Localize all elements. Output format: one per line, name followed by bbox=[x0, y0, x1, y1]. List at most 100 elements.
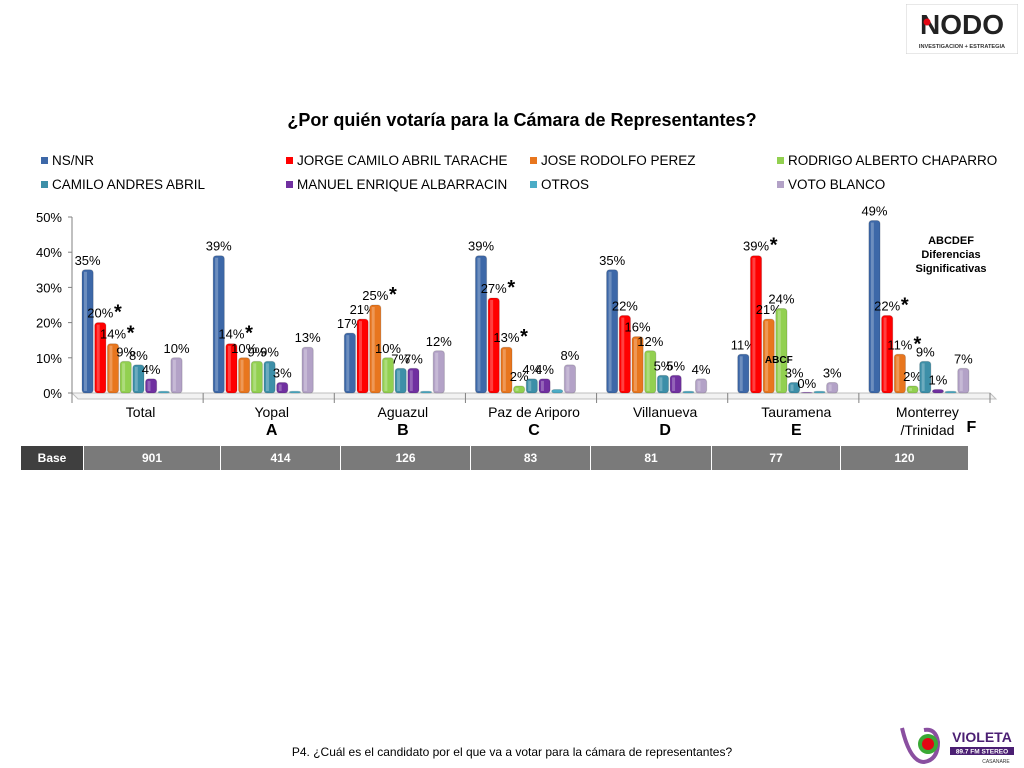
data-label: 4% bbox=[692, 362, 711, 377]
category-code: A bbox=[266, 422, 278, 439]
bar-camilo-andres-abril-total bbox=[132, 364, 145, 394]
bar-rodrigo-alberto-chaparro-yopal bbox=[250, 360, 263, 394]
bar-ns-nr-aguazul bbox=[343, 332, 356, 394]
bar-highlight bbox=[253, 363, 257, 391]
data-label: 8% bbox=[129, 348, 148, 363]
bar-highlight bbox=[515, 387, 519, 391]
bar-highlight bbox=[633, 338, 637, 391]
base-value-aguazul: 126 bbox=[340, 446, 471, 470]
bar-rodrigo-alberto-chaparro-monterrey-trinidad bbox=[906, 385, 919, 394]
significance-asterisk: * bbox=[114, 302, 122, 324]
significance-asterisk: * bbox=[507, 277, 515, 299]
bar-highlight bbox=[84, 271, 87, 391]
data-label: 3% bbox=[785, 365, 804, 380]
bar-jose-rodolfo-perez-aguazul bbox=[369, 304, 382, 394]
base-value-monterrey-trinidad: 120 bbox=[840, 446, 969, 470]
category-code: D bbox=[659, 422, 671, 439]
bar-highlight bbox=[777, 310, 781, 391]
bar-jose-rodolfo-perez-villanueva bbox=[631, 336, 644, 394]
significance-asterisk: * bbox=[127, 323, 135, 345]
bar-highlight bbox=[528, 380, 532, 391]
bar-jorge-camilo-abril-tarache-monterrey-trinidad bbox=[881, 315, 894, 394]
bar-highlight bbox=[371, 307, 375, 391]
category-label: Tauramena bbox=[761, 404, 831, 420]
base-value-villanueva: 81 bbox=[590, 446, 712, 470]
bar-highlight bbox=[502, 349, 506, 391]
data-label: 20% bbox=[87, 306, 113, 321]
bar-highlight bbox=[147, 380, 151, 391]
base-row: Base 901 414 126 83 81 77 120 bbox=[21, 446, 969, 470]
data-label: 7% bbox=[404, 351, 423, 366]
y-tick-label: 30% bbox=[36, 280, 62, 295]
legend-label: JORGE CAMILO ABRIL TARACHE bbox=[297, 153, 508, 168]
bar-voto-blanco-paz-de-ariporo bbox=[563, 364, 577, 394]
significance-note-line-2: Diferencias bbox=[921, 249, 981, 261]
bar-highlight bbox=[608, 271, 612, 391]
legend-item-camilo-andres-abril: CAMILO ANDRES ABRIL bbox=[41, 177, 205, 192]
data-label: 9% bbox=[260, 344, 279, 359]
bar-highlight bbox=[409, 370, 413, 391]
data-label: 1% bbox=[929, 372, 948, 387]
base-table: Base 901 414 126 83 81 77 120 bbox=[21, 446, 969, 470]
legend-label: VOTO BLANCO bbox=[788, 177, 886, 192]
bar-highlight bbox=[896, 356, 900, 391]
category-code: C bbox=[528, 422, 540, 439]
bar-highlight bbox=[672, 377, 676, 391]
bar-rodrigo-alberto-chaparro-tauramena bbox=[775, 308, 788, 394]
data-label: 12% bbox=[637, 334, 663, 349]
bar-manuel-enrique-albarracin-total bbox=[145, 378, 158, 394]
bar-camilo-andres-abril-monterrey-trinidad bbox=[919, 360, 932, 394]
category-label: Total bbox=[126, 404, 156, 420]
bar-highlight bbox=[96, 324, 100, 391]
data-label: 3% bbox=[823, 365, 842, 380]
legend-label: MANUEL ENRIQUE ALBARRACIN bbox=[297, 177, 508, 192]
bar-highlight bbox=[265, 363, 269, 391]
data-label: 10% bbox=[231, 341, 257, 356]
legend-item-jose-rodolfo-perez: JOSE RODOLFO PEREZ bbox=[530, 153, 696, 168]
significance-note-line-1: ABCDEF bbox=[928, 235, 974, 247]
bar-jose-rodolfo-perez-yopal bbox=[238, 357, 251, 394]
data-label: 13% bbox=[295, 330, 321, 345]
bar-jose-rodolfo-perez-total bbox=[106, 343, 120, 394]
data-label: 17% bbox=[337, 316, 363, 331]
category-label: /Trinidad bbox=[900, 422, 954, 438]
violeta-logo: VIOLETA 89.7 FM STEREO CASANARE bbox=[900, 727, 1014, 765]
bar-manuel-enrique-albarracin-villanueva bbox=[669, 374, 682, 394]
bar-highlight bbox=[477, 257, 481, 391]
data-label: 5% bbox=[666, 358, 685, 373]
bar-voto-blanco-yopal bbox=[301, 346, 314, 394]
bar-manuel-enrique-albarracin-aguazul bbox=[407, 367, 420, 394]
data-label: 21% bbox=[756, 302, 782, 317]
violeta-logo-band bbox=[950, 747, 1014, 755]
legend-swatch bbox=[530, 181, 537, 188]
bar-manuel-enrique-albarracin-paz-de-ariporo bbox=[538, 378, 551, 394]
legend-item-otros: OTROS bbox=[530, 177, 589, 192]
data-label: 2% bbox=[903, 369, 922, 384]
data-label: 12% bbox=[426, 334, 452, 349]
bar-highlight bbox=[828, 384, 832, 391]
significance-asterisk: * bbox=[245, 323, 253, 345]
bar-highlight bbox=[109, 345, 113, 391]
base-value-total: 901 bbox=[83, 446, 221, 470]
data-label: 11% bbox=[887, 337, 912, 352]
data-label: 22% bbox=[612, 299, 638, 314]
violeta-logo-swoosh bbox=[900, 727, 941, 765]
bar-highlight bbox=[908, 387, 912, 391]
significance-asterisk: * bbox=[520, 326, 528, 348]
bar-highlight bbox=[870, 222, 874, 391]
bar-rodrigo-alberto-chaparro-total bbox=[119, 360, 132, 394]
legend-item-voto-blanco: VOTO BLANCO bbox=[777, 177, 885, 192]
violeta-logo-region: CASANARE bbox=[982, 759, 1010, 765]
y-tick-label: 40% bbox=[36, 245, 62, 260]
bar-ns-nr-yopal bbox=[212, 255, 225, 394]
bar-otros-tauramena bbox=[813, 390, 826, 394]
legend-item-ns-nr: NS/NR bbox=[41, 153, 94, 168]
data-label: 2% bbox=[510, 369, 529, 384]
bar-ns-nr-tauramena bbox=[737, 353, 750, 394]
bar-highlight bbox=[621, 317, 625, 391]
legend-label: RODRIGO ALBERTO CHAPARRO bbox=[788, 153, 998, 168]
data-label: 39% bbox=[206, 239, 232, 254]
data-label: 24% bbox=[768, 292, 794, 307]
bar-camilo-andres-abril-yopal bbox=[263, 360, 276, 394]
legend-label: OTROS bbox=[541, 177, 590, 192]
